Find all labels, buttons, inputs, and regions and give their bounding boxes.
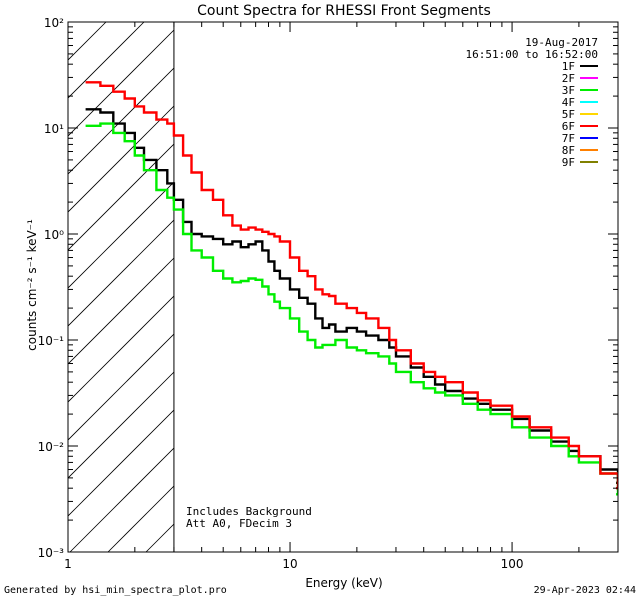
series-line-1F	[85, 108, 618, 484]
date-label: 19-Aug-2017	[525, 36, 598, 49]
series-line-3F	[85, 122, 618, 496]
annotation-background: Includes Background	[186, 505, 312, 518]
tick-marks	[67, 22, 619, 553]
y-tick-label: 10⁻³	[38, 546, 65, 560]
hatch-line	[68, 22, 145, 99]
y-tick-label: 10⁻¹	[38, 334, 65, 348]
hatch-line	[68, 22, 107, 61]
time-range-label: 16:51:00 to 16:52:00	[466, 48, 598, 61]
series-line-6F	[85, 81, 618, 490]
legend-label-6F: 6F	[562, 120, 575, 133]
y-tick-label: 10⁻²	[38, 440, 65, 454]
y-tick-label: 10²	[44, 16, 64, 30]
legend-label-7F: 7F	[562, 132, 575, 145]
y-tick-label: 10¹	[44, 122, 64, 136]
hatch-line	[68, 22, 221, 175]
y-axis-label: counts cm⁻² s⁻¹ keV⁻¹	[25, 219, 39, 351]
annotation-attenuator: Att A0, FDecim 3	[186, 517, 292, 530]
footer-timestamp: 29-Apr-2023 02:44	[533, 585, 636, 596]
hatch-line	[68, 22, 259, 213]
hatched-region	[68, 22, 618, 552]
legend-label-2F: 2F	[562, 72, 575, 85]
legend-label-5F: 5F	[562, 108, 575, 121]
legend-label-3F: 3F	[562, 84, 575, 97]
footer-generated-by: Generated by hsi_min_spectra_plot.pro	[4, 585, 227, 596]
legend-label-8F: 8F	[562, 144, 575, 157]
x-tick-label: 10	[282, 557, 297, 571]
y-tick-label: 10⁰	[44, 228, 64, 242]
x-axis-label: Energy (keV)	[305, 576, 382, 590]
plot-frame	[67, 21, 619, 553]
tick-labels: 1 10 100 10⁻³ 10⁻² 10⁻¹ 10⁰ 10¹ 10²	[38, 16, 524, 571]
x-tick-label: 1	[64, 557, 72, 571]
series-layer	[85, 81, 618, 496]
x-tick-label: 100	[501, 557, 524, 571]
chart-title: Count Spectra for RHESSI Front Segments	[197, 3, 491, 19]
legend-label-1F: 1F	[562, 60, 575, 73]
hatch-mask	[173, 22, 618, 552]
legend-label-9F: 9F	[562, 156, 575, 169]
legend-label-4F: 4F	[562, 96, 575, 109]
